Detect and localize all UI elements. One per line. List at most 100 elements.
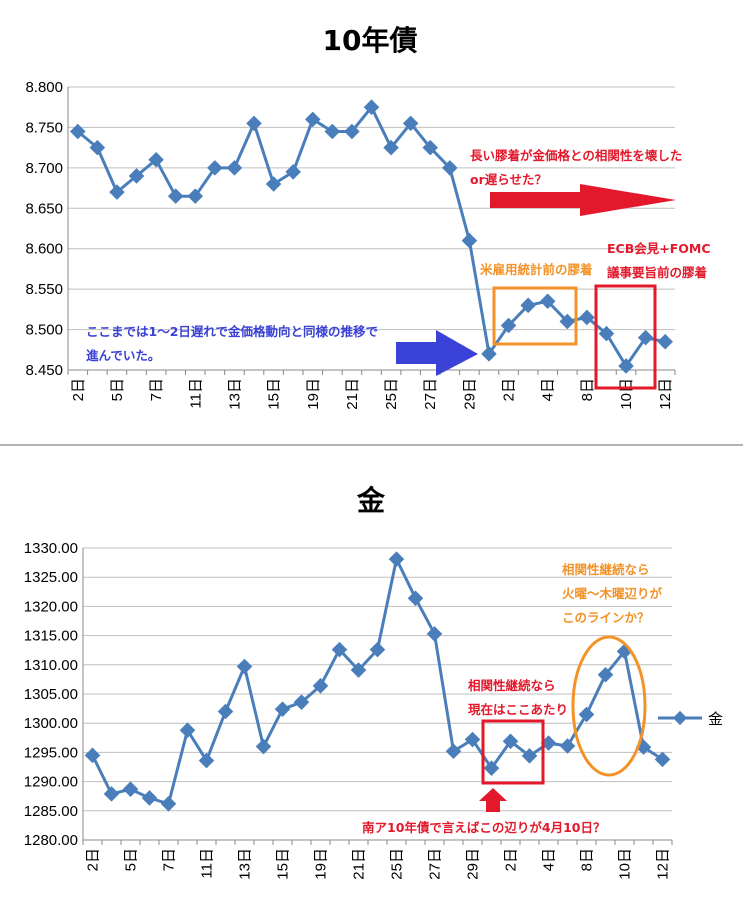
x-tick-label: 12日: [657, 378, 674, 410]
data-point: [236, 658, 253, 675]
data-point: [324, 123, 341, 140]
chart2-y-ticks: 1330.00 1325.00 1320.00 1315.00 1310.00 1305.…: [24, 540, 78, 849]
y-tick-label: 1320.00: [24, 598, 78, 615]
annotation-correlation-broken-line2: or遅らせた？: [470, 172, 547, 187]
orange-highlight-ellipse: [571, 635, 647, 777]
x-tick-label: 29日: [465, 848, 482, 880]
x-tick-label: 4日: [541, 848, 558, 871]
data-point: [128, 168, 145, 184]
y-tick-label: 8.800: [25, 79, 63, 96]
data-point: [148, 151, 164, 168]
x-tick-label: 12日: [655, 848, 672, 880]
data-point: [285, 164, 301, 180]
annotation-ecb-fomc-line1: ECB会見+FOMC: [607, 241, 711, 256]
data-point: [304, 111, 321, 128]
data-point: [344, 123, 360, 140]
y-tick-label: 1280.00: [24, 832, 78, 849]
x-tick-label: 2日: [503, 848, 520, 871]
y-tick-label: 8.550: [25, 281, 63, 298]
data-point: [388, 551, 405, 567]
data-point: [442, 160, 458, 176]
chart2-axes: [82, 548, 673, 845]
data-point: [407, 590, 424, 607]
red-right-arrow-icon: [490, 184, 676, 216]
data-point: [559, 738, 576, 754]
data-point: [578, 706, 595, 723]
x-tick-label: 13日: [237, 848, 254, 880]
data-point: [179, 722, 196, 738]
y-tick-label: 1310.00: [24, 657, 78, 674]
red-highlight-box-gold: [481, 719, 545, 785]
y-tick-label: 8.650: [25, 200, 63, 217]
x-tick-label: 13日: [226, 378, 243, 410]
x-tick-label: 19日: [313, 848, 330, 880]
red-up-arrow-icon: [479, 788, 507, 812]
blue-right-arrow-icon: [396, 330, 478, 376]
y-tick-label: 1300.00: [24, 715, 78, 732]
annotation-current-position-line1: 相関性継続なら: [468, 678, 556, 693]
x-tick-label: 2日: [501, 378, 518, 401]
data-point: [217, 703, 234, 720]
data-point: [122, 781, 139, 797]
data-point: [246, 115, 262, 132]
y-tick-label: 8.450: [25, 362, 63, 379]
data-point: [141, 790, 158, 806]
data-point: [540, 735, 557, 751]
data-point: [187, 188, 204, 204]
annotation-nfp: 米雇用統計前の膠着: [479, 262, 593, 277]
annotation-correlation-continue-line1: 相関性継続なら: [562, 562, 650, 577]
y-tick-label: 1305.00: [24, 686, 78, 703]
y-tick-label: 1285.00: [24, 803, 78, 820]
x-tick-label: 8日: [579, 848, 596, 871]
x-tick-label: 21日: [351, 848, 368, 880]
annotation-south-africa-bond: 南ア10年債で言えばこの辺りが4月10日？: [362, 820, 606, 835]
data-point: [521, 748, 538, 764]
x-tick-label: 5日: [109, 378, 126, 401]
chart1-title: 10年債: [323, 24, 418, 57]
data-point: [654, 751, 671, 768]
x-tick-label: 11日: [199, 848, 216, 879]
data-point: [265, 176, 282, 192]
x-tick-label: 11日: [187, 378, 204, 409]
x-tick-label: 25日: [383, 378, 400, 410]
x-tick-label: 10日: [617, 848, 634, 880]
x-tick-label: 5日: [123, 848, 140, 871]
data-point: [167, 188, 184, 204]
chart2-title: 金: [356, 484, 386, 517]
chart1-y-ticks: 8.800 8.750 8.700 8.650 8.600 8.550 8.500 8.450: [25, 79, 63, 379]
x-tick-label: 15日: [266, 378, 283, 410]
data-point: [160, 796, 177, 812]
x-tick-label: 10日: [618, 378, 635, 410]
data-point: [383, 139, 399, 156]
data-point: [109, 184, 125, 200]
data-point: [89, 139, 106, 156]
chart2-x-ticks: 2日 5日 7日 11日 13日 15日 19日 21日 25日 27日 29日 2日 4日 8日 10日 1…: [85, 848, 672, 880]
data-point: [461, 232, 478, 249]
orange-highlight-box: [492, 286, 578, 346]
data-point: [657, 333, 673, 350]
x-tick-label: 27日: [422, 378, 439, 410]
annotation-current-position-line2: 現在はここあたり: [468, 702, 568, 717]
annotation-correlation-broken-line1: 長い膠着が金価格との相関性を壊した: [470, 148, 682, 163]
y-tick-label: 8.600: [25, 241, 63, 258]
y-tick-label: 8.750: [25, 119, 63, 136]
y-tick-label: 1330.00: [24, 540, 78, 557]
data-point: [426, 626, 443, 642]
chart1-x-ticks: 2日 5日 7日 11日 13日 15日 19日 21日 25日 27日 29日 2日 4日 8日 10日 1…: [70, 378, 674, 410]
y-tick-label: 1290.00: [24, 774, 78, 791]
data-point: [597, 666, 614, 683]
legend-marker-icon: [672, 710, 688, 726]
x-tick-label: 15日: [275, 848, 292, 880]
data-point: [226, 160, 243, 176]
x-tick-label: 4日: [540, 378, 557, 401]
annotation-previous-trend-line2: 進んでいた。: [86, 348, 160, 363]
x-tick-label: 2日: [85, 848, 102, 871]
annotation-ecb-fomc-line2: 議事要旨前の膠着: [607, 265, 707, 280]
data-point: [274, 701, 291, 717]
data-point: [464, 731, 481, 748]
x-tick-label: 19日: [305, 378, 322, 410]
x-tick-label: 7日: [161, 848, 178, 871]
x-tick-label: 7日: [148, 378, 165, 401]
x-tick-label: 2日: [70, 378, 87, 401]
